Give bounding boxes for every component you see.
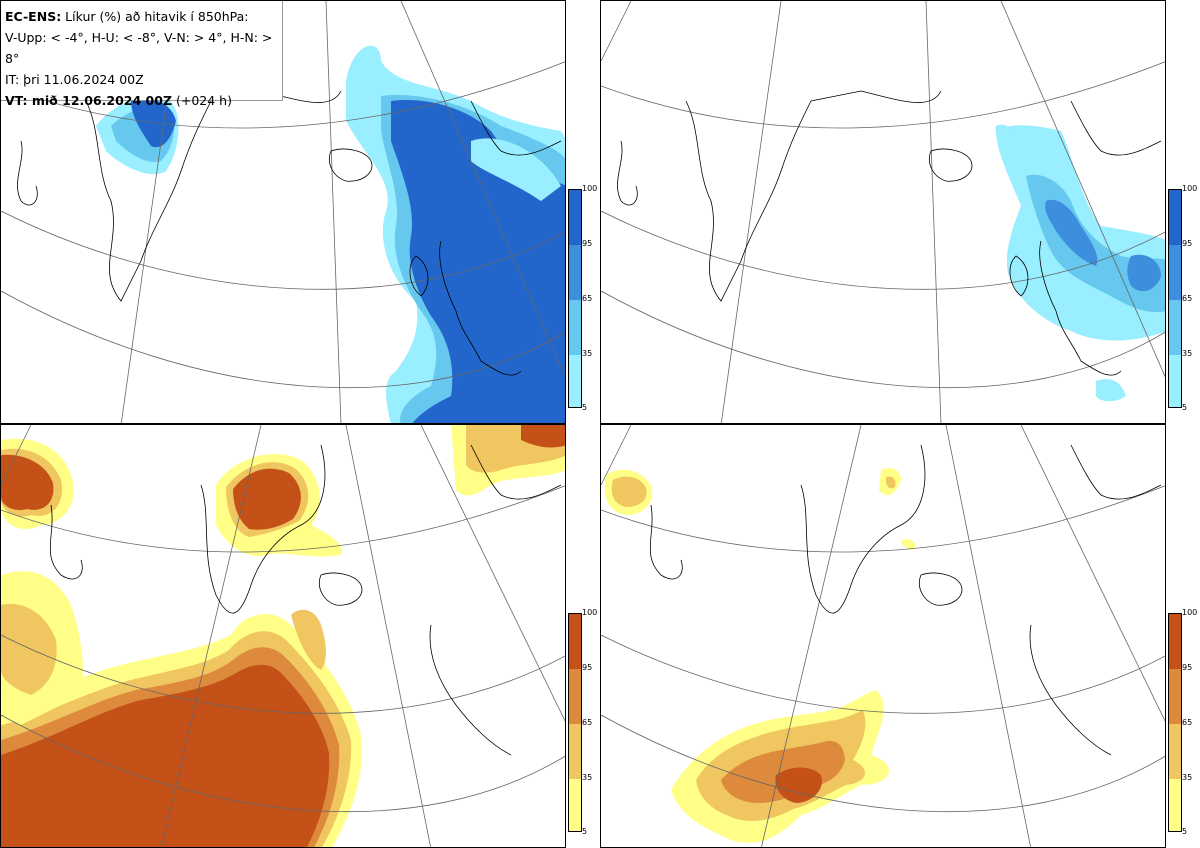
tick-label: 100 <box>582 608 598 617</box>
probability-field <box>96 45 565 423</box>
map-panel-lower-right <box>600 424 1166 848</box>
lead-time: (+024 h) <box>172 93 232 108</box>
tick-label: 95 <box>1182 663 1193 672</box>
model-label: EC-ENS: <box>5 9 62 24</box>
tick-label: 35 <box>1182 349 1193 358</box>
coastlines <box>649 444 1162 756</box>
graticule <box>601 425 1165 847</box>
map-canvas <box>1 1 565 423</box>
map-panel-lower-left <box>0 424 566 848</box>
colorbar-warm-right <box>1168 613 1182 832</box>
coastlines <box>49 444 562 756</box>
tick-label: 95 <box>582 663 593 672</box>
colorbar-cold-left <box>568 189 582 408</box>
tick-label: 5 <box>1182 403 1188 412</box>
probability-field <box>1 425 565 847</box>
tick-label: 35 <box>582 773 593 782</box>
title-text: Líkur (%) að hitavik í 850hPa: <box>61 9 249 24</box>
tick-label: 100 <box>1182 608 1198 617</box>
probability-field <box>604 468 916 843</box>
map-panel-upper-right <box>600 0 1166 424</box>
colorbar-warm-left <box>568 613 582 832</box>
probability-field <box>995 124 1165 402</box>
tick-label: 5 <box>1182 827 1188 836</box>
tick-label: 65 <box>1182 718 1193 727</box>
tick-label: 65 <box>1182 294 1193 303</box>
graticule <box>1 425 565 847</box>
tick-label: 5 <box>582 403 588 412</box>
map-canvas <box>1 425 565 847</box>
valid-time: VT: mið 12.06.2024 00Z <box>5 93 173 108</box>
tick-label: 65 <box>582 718 593 727</box>
tick-label: 65 <box>582 294 593 303</box>
info-box: EC-ENS: Líkur (%) að hitavik í 850hPa: V… <box>1 1 283 108</box>
tick-label: 100 <box>1182 184 1198 193</box>
threshold-legend: V-Upp: < -4°, H-U: < -8°, V-N: > 4°, H-N… <box>5 30 273 66</box>
tick-label: 95 <box>582 239 593 248</box>
tick-label: 5 <box>582 827 588 836</box>
colorbar-cold-right <box>1168 189 1182 408</box>
tick-label: 35 <box>1182 773 1193 782</box>
tick-label: 95 <box>1182 239 1193 248</box>
graticule <box>601 1 1165 423</box>
tick-label: 35 <box>582 349 593 358</box>
map-canvas <box>601 425 1165 847</box>
initial-time: IT: þri 11.06.2024 00Z <box>5 72 144 87</box>
map-canvas <box>601 1 1165 423</box>
tick-label: 100 <box>582 184 598 193</box>
coastlines <box>617 90 1162 376</box>
map-panel-upper-left: EC-ENS: Líkur (%) að hitavik í 850hPa: V… <box>0 0 566 424</box>
